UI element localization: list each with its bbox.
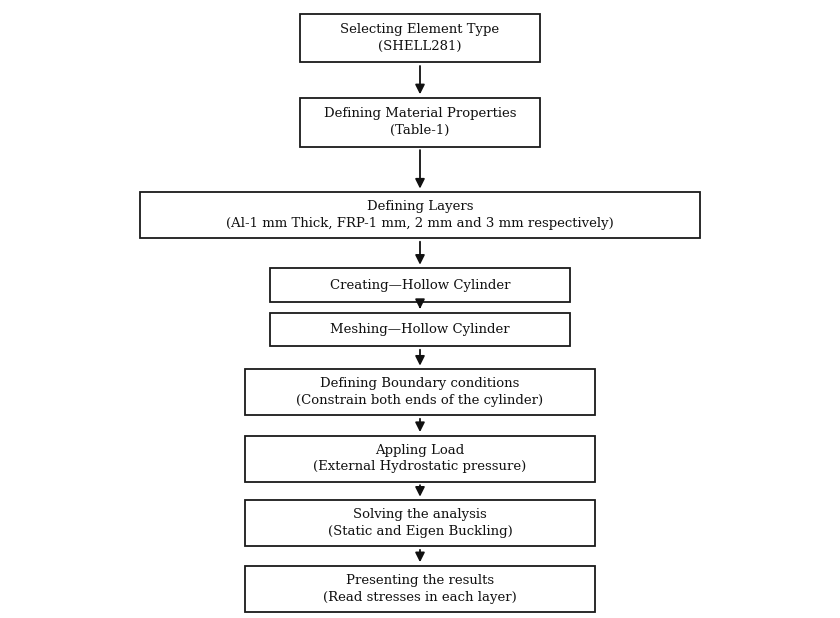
- Bar: [245, 369, 595, 415]
- Text: (SHELL281): (SHELL281): [378, 40, 462, 53]
- Text: Meshing—Hollow Cylinder: Meshing—Hollow Cylinder: [330, 323, 510, 336]
- Text: Defining Material Properties: Defining Material Properties: [323, 107, 517, 120]
- Text: Solving the analysis: Solving the analysis: [353, 509, 487, 522]
- Text: Defining Boundary conditions: Defining Boundary conditions: [320, 378, 520, 391]
- Text: (Read stresses in each layer): (Read stresses in each layer): [323, 591, 517, 604]
- Bar: [245, 436, 595, 481]
- Text: (External Hydrostatic pressure): (External Hydrostatic pressure): [313, 460, 527, 473]
- Bar: [270, 268, 570, 302]
- Bar: [300, 14, 540, 62]
- Text: (Table-1): (Table-1): [391, 124, 449, 137]
- Text: Defining Layers: Defining Layers: [367, 200, 473, 213]
- Text: Creating—Hollow Cylinder: Creating—Hollow Cylinder: [330, 279, 510, 292]
- Text: (Al-1 mm Thick, FRP-1 mm, 2 mm and 3 mm respectively): (Al-1 mm Thick, FRP-1 mm, 2 mm and 3 mm …: [226, 217, 614, 230]
- Text: (Static and Eigen Buckling): (Static and Eigen Buckling): [328, 525, 512, 538]
- Text: (Constrain both ends of the cylinder): (Constrain both ends of the cylinder): [297, 394, 543, 407]
- Bar: [300, 98, 540, 146]
- Bar: [270, 313, 570, 346]
- Text: Selecting Element Type: Selecting Element Type: [340, 23, 500, 36]
- Bar: [140, 192, 700, 238]
- Bar: [245, 565, 595, 612]
- Text: Appling Load: Appling Load: [375, 444, 465, 457]
- Bar: [245, 500, 595, 546]
- Text: Presenting the results: Presenting the results: [346, 574, 494, 587]
